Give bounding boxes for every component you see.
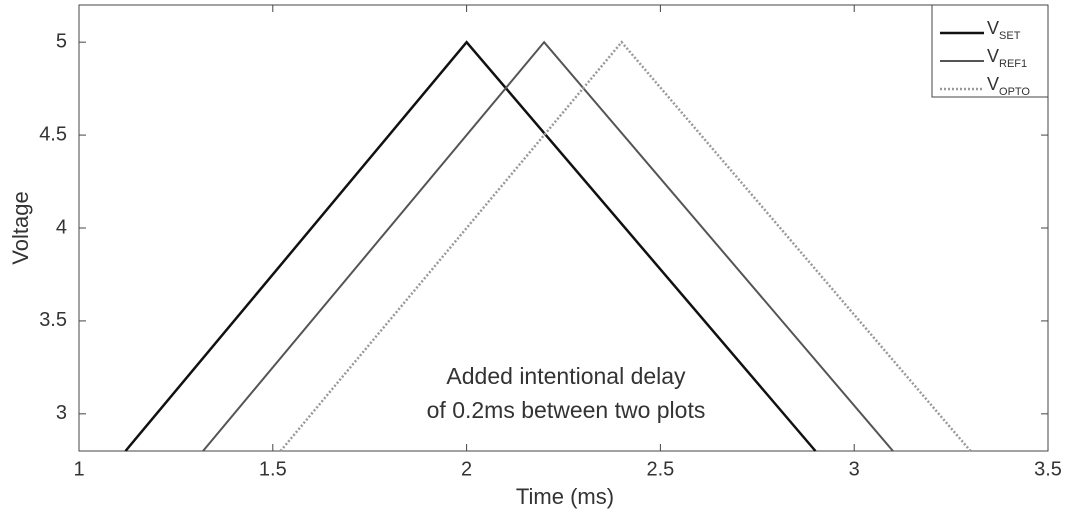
line-series: [124, 40, 817, 452]
legend-label: VSET: [987, 18, 1021, 42]
y-tick-label: 4.5: [39, 123, 67, 145]
legend-box: [931, 4, 1049, 98]
legend-label: VOPTO: [987, 74, 1030, 98]
line-series: [202, 40, 894, 452]
annotation: Added intentional delay: [446, 363, 686, 389]
x-tick-label: 1.5: [259, 458, 287, 480]
x-tick-label: 2: [461, 458, 472, 480]
legend-label: VREF1: [987, 46, 1027, 70]
x-axis-label: Time (ms): [516, 484, 614, 509]
y-axis-label: Voltage: [8, 191, 33, 264]
x-tick-label: 2.5: [646, 458, 674, 480]
y-tick-label: 3.5: [39, 309, 67, 331]
y-tick-label: 3: [56, 402, 67, 424]
x-tick-label: 3: [849, 458, 860, 480]
line-series: [279, 40, 972, 452]
y-tick-label: 5: [56, 30, 67, 52]
x-tick-label: 3.5: [1034, 458, 1062, 480]
annotation: of 0.2ms between two plots: [427, 397, 706, 423]
y-tick-label: 4: [56, 216, 67, 238]
x-tick-label: 1: [73, 458, 84, 480]
